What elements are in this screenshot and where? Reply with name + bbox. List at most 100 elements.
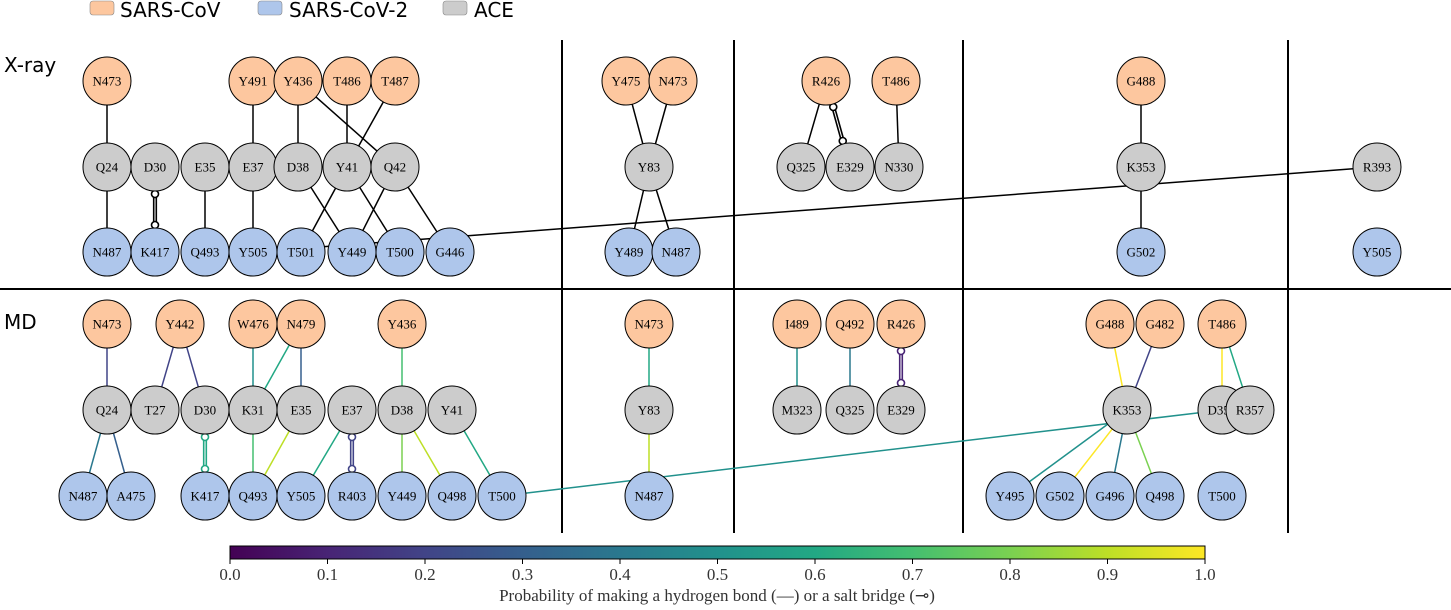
residue-node-a475 bbox=[106, 471, 156, 521]
residue-label: A475 bbox=[117, 489, 146, 504]
residue-label: N487 bbox=[69, 489, 98, 504]
hydrogen-bond-edge bbox=[1134, 346, 1153, 388]
residue-label: T500 bbox=[386, 245, 413, 260]
residue-label: Y505 bbox=[1363, 245, 1392, 260]
hydrogen-bond-edge bbox=[358, 101, 384, 147]
residue-label: K31 bbox=[242, 403, 264, 418]
colorbar-tick-label: 0.9 bbox=[1097, 565, 1118, 584]
colorbar-tick-label: 1.0 bbox=[1194, 565, 1215, 584]
residue-label: Q493 bbox=[191, 245, 220, 260]
residue-label: T486 bbox=[1208, 317, 1236, 332]
hydrogen-bond-edge bbox=[413, 430, 441, 476]
colorbar-ticks: 0.0 0.1 0.2 0.3 0.4 0.5 0.6 0.7 0.8 0.9 1.0 bbox=[219, 559, 1216, 584]
legend-swatch-sars-cov-2 bbox=[257, 0, 283, 16]
residue-node-n330 bbox=[874, 142, 924, 192]
colorbar-tick-label: 0.5 bbox=[707, 565, 728, 584]
residue-label: N473 bbox=[93, 317, 122, 332]
residue-label: E35 bbox=[291, 403, 312, 418]
hydrogen-bond-edge bbox=[1074, 428, 1113, 478]
residue-label: E35 bbox=[195, 160, 216, 175]
residue-node-n473 bbox=[82, 299, 132, 349]
residue-node-m323 bbox=[772, 385, 822, 435]
residue-node-e35 bbox=[276, 385, 326, 435]
residue-node-n473 bbox=[82, 56, 132, 106]
residue-node-g496 bbox=[1085, 471, 1135, 521]
legend-label-ace: ACE bbox=[474, 0, 514, 22]
nodes: N473 Y491 Y436 T486 T487 Y475 N473 R426 T486 G488… bbox=[58, 56, 1402, 521]
residue-node-y505 bbox=[276, 471, 326, 521]
residue-label: D30 bbox=[194, 403, 216, 418]
residue-node-d38 bbox=[377, 385, 427, 435]
residue-label: Y449 bbox=[338, 245, 367, 260]
residue-label: G496 bbox=[1096, 489, 1125, 504]
hydrogen-bond-edge bbox=[185, 346, 200, 388]
residue-node-k353 bbox=[1102, 385, 1152, 435]
residue-node-d38 bbox=[273, 142, 323, 192]
residue-label: E37 bbox=[243, 160, 264, 175]
residue-node-e329 bbox=[825, 142, 875, 192]
residue-label: Q42 bbox=[384, 160, 406, 175]
residue-label: Y475 bbox=[612, 74, 641, 89]
residue-label: T501 bbox=[287, 245, 314, 260]
residue-node-t500 bbox=[477, 471, 527, 521]
residue-node-y495 bbox=[985, 471, 1035, 521]
residue-label: Y436 bbox=[388, 317, 417, 332]
residue-label: Q325 bbox=[836, 403, 865, 418]
residue-node-n487 bbox=[651, 227, 701, 277]
residue-label: I489 bbox=[785, 317, 809, 332]
residue-label: Y495 bbox=[996, 489, 1025, 504]
residue-node-q42 bbox=[370, 142, 420, 192]
panel-dividers bbox=[0, 40, 1451, 533]
residue-label: N473 bbox=[93, 74, 122, 89]
residue-label: G446 bbox=[436, 245, 465, 260]
hydrogen-bond-edge bbox=[631, 103, 644, 145]
residue-node-q325 bbox=[825, 385, 875, 435]
residue-node-y41 bbox=[427, 385, 477, 435]
residue-label: N473 bbox=[659, 74, 688, 89]
colorbar-tick-label: 0.2 bbox=[414, 565, 435, 584]
hydrogen-bond-edge bbox=[633, 190, 645, 229]
hydrogen-bond-edge bbox=[1134, 432, 1153, 474]
salt-bridge-edge bbox=[896, 346, 906, 388]
hydrogen-bond-edge bbox=[654, 103, 668, 145]
legend-label-sars-cov-2: SARS-CoV-2 bbox=[289, 0, 408, 22]
residue-label: N487 bbox=[93, 245, 122, 260]
colorbar-tick-label: 0.7 bbox=[902, 565, 924, 584]
residue-node-k353 bbox=[1116, 142, 1166, 192]
residue-node-g488 bbox=[1116, 56, 1166, 106]
residue-label: Y436 bbox=[284, 74, 313, 89]
residue-node-q498 bbox=[1135, 471, 1185, 521]
residue-node-g482 bbox=[1135, 299, 1185, 349]
residue-node-t501 bbox=[276, 227, 326, 277]
hydrogen-bond-edge bbox=[264, 430, 290, 476]
residue-node-t500 bbox=[1197, 471, 1247, 521]
residue-node-t500 bbox=[375, 227, 425, 277]
residue-label: T486 bbox=[882, 74, 910, 89]
edges bbox=[88, 96, 1354, 494]
salt-bridge-edge bbox=[828, 102, 848, 146]
residue-node-n473 bbox=[648, 56, 698, 106]
residue-label: K353 bbox=[1113, 403, 1142, 418]
residue-node-y449 bbox=[377, 471, 427, 521]
legend-label-sars-cov: SARS-CoV bbox=[120, 0, 221, 22]
residue-label: Y83 bbox=[638, 160, 660, 175]
residue-label: R426 bbox=[812, 74, 841, 89]
residue-label: Y442 bbox=[166, 317, 195, 332]
hydrogen-bond-edge bbox=[407, 186, 438, 233]
residue-node-t486 bbox=[871, 56, 921, 106]
residue-label: E329 bbox=[836, 160, 863, 175]
residue-label: T27 bbox=[145, 403, 166, 418]
residue-node-q492 bbox=[825, 299, 875, 349]
residue-node-r403 bbox=[327, 471, 377, 521]
residue-label: N487 bbox=[662, 245, 691, 260]
residue-node-t486 bbox=[1197, 299, 1247, 349]
residue-node-t27 bbox=[130, 385, 180, 435]
residue-node-i489 bbox=[772, 299, 822, 349]
residue-label: G488 bbox=[1127, 74, 1156, 89]
residue-label: Y41 bbox=[441, 403, 463, 418]
residue-node-n473 bbox=[624, 299, 674, 349]
row-label-md: MD bbox=[4, 310, 37, 334]
hydrogen-bond-edge bbox=[112, 432, 126, 474]
residue-label: M323 bbox=[781, 403, 812, 418]
hydrogen-bond-edge bbox=[264, 344, 290, 390]
